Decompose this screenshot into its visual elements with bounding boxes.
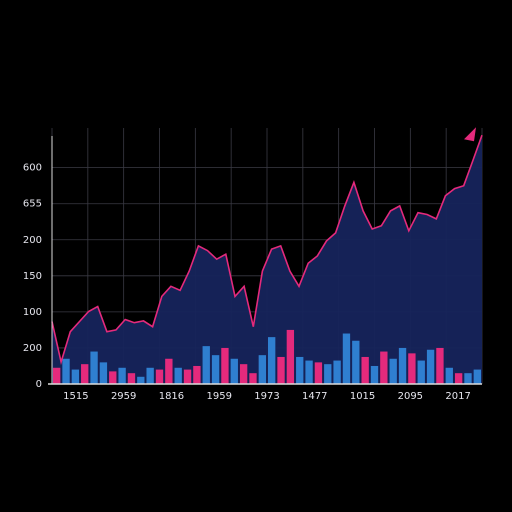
bar [473, 369, 481, 384]
bar [445, 367, 453, 384]
bar [268, 337, 276, 384]
line [51, 134, 483, 366]
bar [230, 358, 238, 384]
bar [454, 373, 463, 384]
bar [417, 360, 425, 384]
x-tick-label: 2959 [111, 391, 136, 402]
x-tick-label: 1515 [63, 391, 88, 402]
bar [146, 367, 154, 384]
x-tick-label: 1015 [350, 391, 375, 402]
bar [277, 356, 285, 384]
bar [71, 369, 80, 384]
bar [464, 373, 472, 384]
x-tick-label: 1816 [159, 391, 184, 402]
bar [370, 365, 379, 384]
bar [109, 371, 117, 384]
bar [249, 373, 257, 384]
bar [361, 356, 369, 384]
bar [286, 329, 295, 384]
bar [380, 351, 388, 384]
bar [53, 367, 61, 384]
y-tick-label: 655 [23, 199, 42, 210]
bar [62, 358, 70, 384]
bar [81, 364, 89, 384]
bar [155, 369, 164, 384]
bar [202, 346, 210, 384]
bar [90, 351, 98, 384]
x-tick-label: 2017 [445, 391, 470, 402]
bar [118, 367, 126, 384]
bar [352, 340, 360, 384]
y-tick-label: 200 [23, 235, 42, 246]
x-tick-label: 1477 [302, 391, 327, 402]
arrow-head [464, 127, 476, 142]
bar [342, 333, 351, 384]
bar [314, 362, 323, 384]
bar [174, 367, 182, 384]
y-tick-label: 0 [36, 379, 42, 390]
x-tick-label: 2095 [398, 391, 423, 402]
bar [426, 349, 435, 384]
x-tick-label: 1973 [254, 391, 279, 402]
bar [221, 347, 229, 384]
bar [211, 355, 220, 384]
bar [333, 360, 341, 384]
bar [389, 358, 397, 384]
bar [398, 347, 407, 384]
y-tick-label: 200 [23, 343, 42, 354]
bar [165, 358, 173, 384]
bar [239, 364, 248, 384]
y-tick-label: 600 [23, 163, 42, 174]
bar [127, 373, 136, 384]
bar [324, 364, 332, 384]
bar [183, 369, 192, 384]
bar [408, 353, 416, 384]
bar [193, 365, 201, 384]
bar [137, 376, 145, 384]
x-tick-label: 1959 [206, 391, 231, 402]
area [52, 135, 482, 384]
bar [436, 347, 444, 384]
bar [296, 356, 304, 384]
y-tick-label: 150 [23, 271, 42, 282]
bar [305, 360, 313, 384]
bar [99, 362, 108, 384]
y-tick-label: 100 [23, 307, 42, 318]
bar [258, 355, 266, 384]
